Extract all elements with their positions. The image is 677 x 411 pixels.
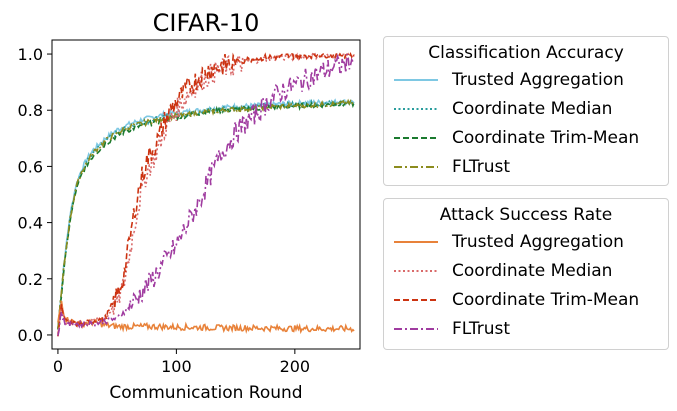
y-tick-label: 0.2 xyxy=(18,270,43,289)
x-tick-label: 200 xyxy=(280,357,311,376)
legend-label: FLTrust xyxy=(452,156,511,177)
y-tick-label: 0.0 xyxy=(18,326,43,345)
series-line-asr-coordinate-median xyxy=(57,51,355,335)
legend-swatch xyxy=(394,75,438,85)
legend-swatch xyxy=(394,295,438,305)
legend-title: Classification Accuracy xyxy=(428,43,624,63)
legend-swatch xyxy=(394,104,438,114)
legend-swatch xyxy=(394,133,438,143)
chart-title: CIFAR-10 xyxy=(153,9,260,37)
series-line-asr-trusted-aggregation xyxy=(57,300,355,335)
y-tick-label: 0.6 xyxy=(18,157,43,176)
x-axis-label: Communication Round xyxy=(109,383,302,403)
legend-entry: Coordinate Median xyxy=(384,94,668,123)
legend-entry: Coordinate Trim-Mean xyxy=(384,285,668,314)
series-line-acc-coordinate-trim-mean xyxy=(57,99,355,330)
series-line-asr-fltrust xyxy=(57,53,355,336)
legend-attack-success-rate: Attack Success Rate Trusted Aggregation C… xyxy=(383,198,669,350)
legend-label: Coordinate Median xyxy=(452,98,613,119)
legend-entry: FLTrust xyxy=(384,152,668,181)
legend-label: Coordinate Trim-Mean xyxy=(452,127,640,148)
x-tick-label: 100 xyxy=(161,357,192,376)
plot-frame xyxy=(51,39,361,350)
x-tick-label: 0 xyxy=(53,357,63,376)
legend-label: Coordinate Trim-Mean xyxy=(452,289,640,310)
ticks-layer: 0 100 200 0.0 0.2 0.4 0.6 0.8 1.0 xyxy=(18,45,311,376)
series-line-acc-coordinate-median xyxy=(57,98,355,330)
legend-entry: Trusted Aggregation xyxy=(384,227,668,256)
legend-classification-accuracy: Classification Accuracy Trusted Aggregat… xyxy=(383,36,669,186)
legend-entry: Trusted Aggregation xyxy=(384,65,668,94)
legend-swatch xyxy=(394,162,438,172)
y-tick-label: 0.8 xyxy=(18,101,43,120)
series-line-asr-coordinate-trim-mean xyxy=(57,51,355,337)
legend-swatch xyxy=(394,266,438,276)
legend-entry: FLTrust xyxy=(384,314,668,343)
y-tick-label: 1.0 xyxy=(18,45,43,64)
y-tick-label: 0.4 xyxy=(18,214,43,233)
legend-swatch xyxy=(394,324,438,334)
legend-title: Attack Success Rate xyxy=(439,205,613,225)
series-line-acc-fltrust xyxy=(57,98,355,330)
legend-swatch xyxy=(394,237,438,247)
series-line-acc-trusted-aggregation xyxy=(57,98,355,330)
series-layer xyxy=(57,51,355,337)
legend-label: FLTrust xyxy=(452,318,511,339)
legend-entry: Coordinate Median xyxy=(384,256,668,285)
legend-label: Trusted Aggregation xyxy=(452,69,624,90)
legend-entry: Coordinate Trim-Mean xyxy=(384,123,668,152)
legend-label: Trusted Aggregation xyxy=(452,231,624,252)
legend-label: Coordinate Median xyxy=(452,260,613,281)
